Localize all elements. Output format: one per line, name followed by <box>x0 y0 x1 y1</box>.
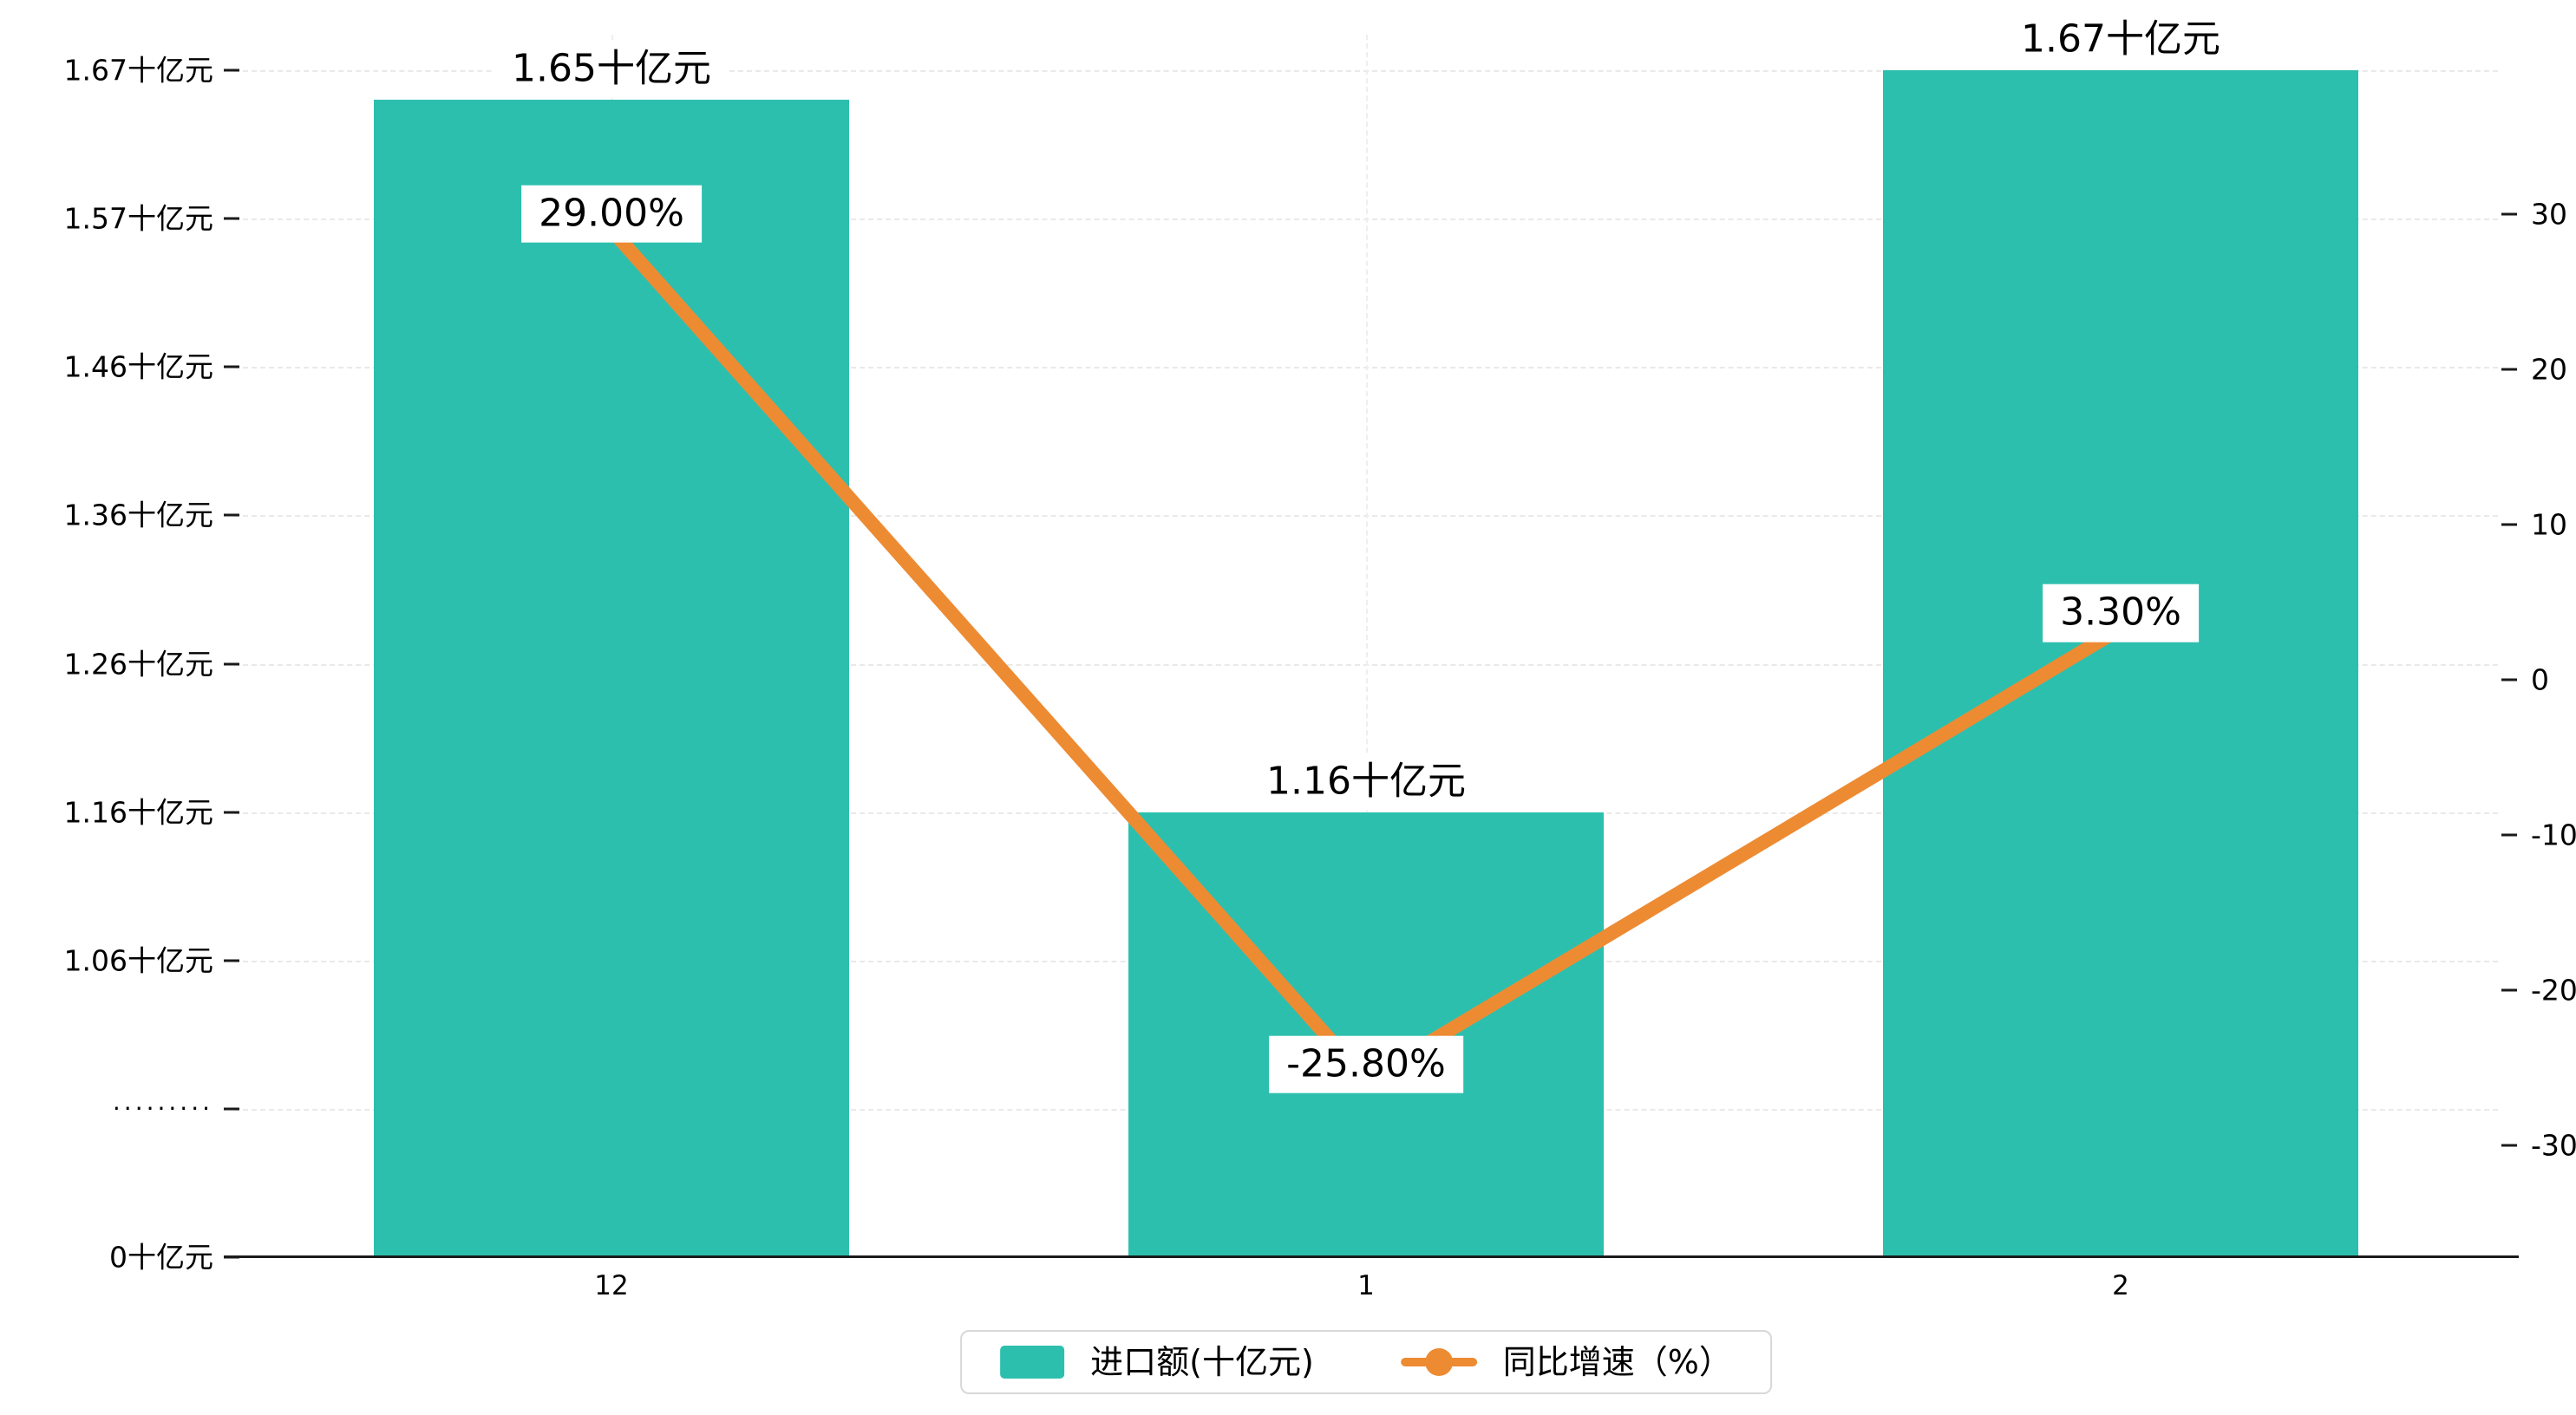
y-axis-left-tick-label: 1.06十亿元 <box>63 943 213 978</box>
y-axis-right-tick-label: 0 <box>2531 662 2549 697</box>
legend: 进口额(十亿元) 同比增速（%） <box>960 1330 1772 1394</box>
y-axis-right-tick-mark <box>2501 523 2517 526</box>
y-axis-right-tick-mark <box>2501 678 2517 681</box>
legend-item: 同比增速（%） <box>1400 1343 1732 1381</box>
y-axis-right-tick-label: -10 <box>2531 818 2576 852</box>
y-axis-right-tick-mark <box>2501 368 2517 371</box>
y-axis-left-tick-mark <box>224 959 239 962</box>
y-axis-right-tick-label: -20 <box>2531 973 2576 1007</box>
y-axis-left-tick-label: ········· <box>112 1093 213 1123</box>
x-axis-tick-label: 1 <box>1357 1270 1375 1301</box>
y-axis-right-tick-label: -30 <box>2531 1128 2576 1163</box>
y-axis-right-tick-label: 20 <box>2531 352 2567 387</box>
y-axis-left-tick-mark <box>224 68 239 72</box>
y-axis-left-tick-label: 1.57十亿元 <box>63 201 213 236</box>
bar-value-label: 1.65十亿元 <box>494 40 729 99</box>
y-axis-left-tick-label: 1.67十亿元 <box>63 53 213 88</box>
x-axis-tick-label: 2 <box>2112 1270 2129 1301</box>
legend-item-label: 同比增速（%） <box>1502 1343 1732 1381</box>
bar-value-label: 1.16十亿元 <box>1249 753 1483 811</box>
legend-line-icon <box>1400 1348 1477 1376</box>
y-axis-left-tick-mark <box>224 365 239 368</box>
y-axis-left-tick-label: 0十亿元 <box>109 1240 213 1275</box>
y-axis-left-tick-mark <box>224 217 239 220</box>
y-axis-left-tick-mark <box>224 513 239 517</box>
x-axis-line <box>224 1255 2519 1258</box>
legend-bar-swatch-icon <box>1000 1346 1065 1379</box>
y-axis-left-tick-label: 1.16十亿元 <box>63 795 213 830</box>
growth-value-label: -25.80% <box>1269 1035 1463 1094</box>
y-axis-left-tick-mark <box>224 1255 239 1259</box>
legend-line-dot-icon <box>1424 1348 1453 1376</box>
y-axis-left-tick-mark <box>224 1107 239 1111</box>
y-axis-right-tick-mark <box>2501 988 2517 992</box>
bar-value-label: 1.67十亿元 <box>2004 10 2238 68</box>
y-axis-right-tick-label: 10 <box>2531 507 2567 542</box>
y-axis-right-tick-mark <box>2501 212 2517 216</box>
y-axis-right-tick-mark <box>2501 1144 2517 1147</box>
growth-value-label: 3.30% <box>2043 584 2199 642</box>
y-axis-left-tick-label: 1.36十亿元 <box>63 498 213 532</box>
y-axis-left-tick-label: 1.46十亿元 <box>63 349 213 384</box>
legend-item-label: 进口额(十亿元) <box>1090 1343 1314 1381</box>
legend-item: 进口额(十亿元) <box>1000 1346 1314 1379</box>
y-axis-left-tick-mark <box>224 662 239 665</box>
growth-value-label: 29.00% <box>521 185 702 244</box>
y-axis-left-tick-mark <box>224 811 239 814</box>
y-axis-left-tick-label: 1.26十亿元 <box>63 647 213 681</box>
y-axis-right-tick-label: 30 <box>2531 197 2567 231</box>
x-axis-tick-label: 12 <box>594 1270 629 1301</box>
y-axis-right-tick-mark <box>2501 833 2517 837</box>
